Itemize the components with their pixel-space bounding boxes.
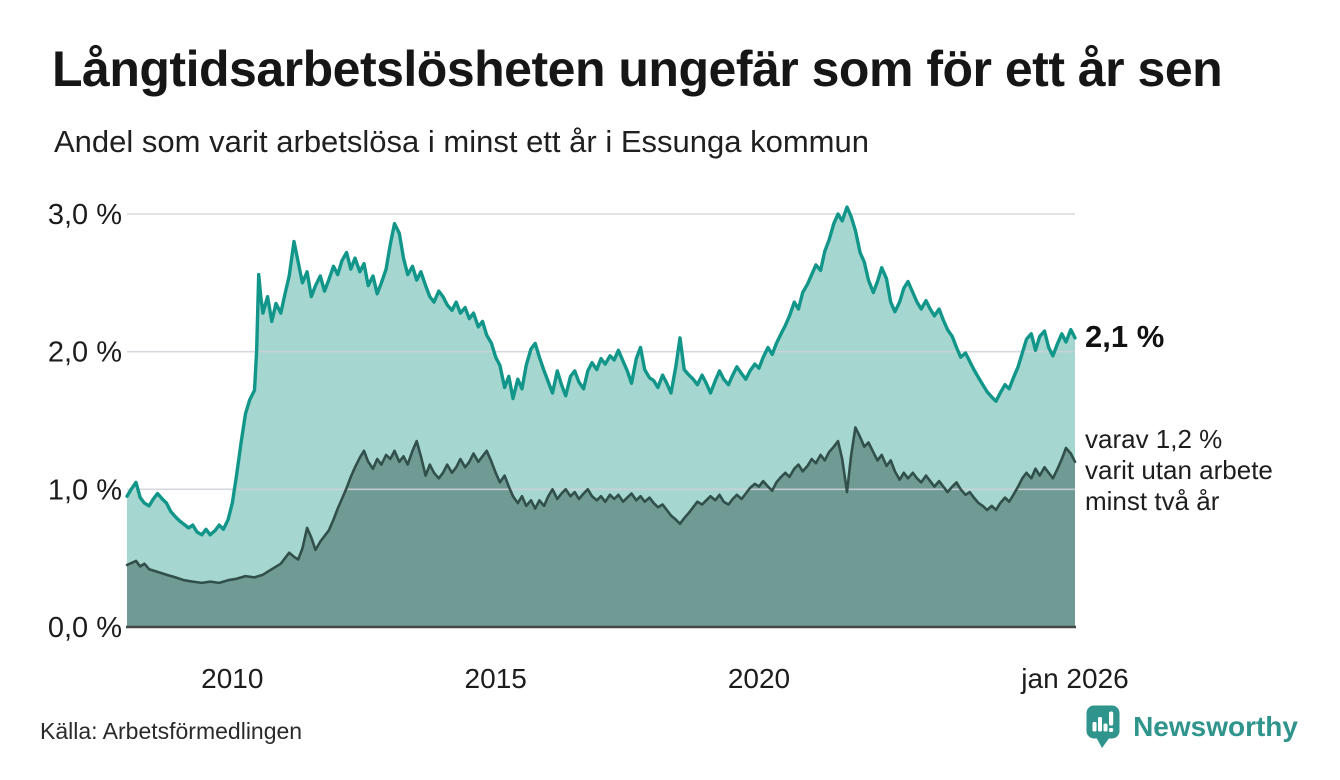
chart-subtitle: Andel som varit arbetslösa i minst ett å…	[54, 124, 869, 159]
x-tick-label: 2015	[465, 663, 527, 694]
line-minst-ett-ar	[125, 205, 1077, 537]
newsworthy-logo-icon	[1085, 704, 1122, 749]
y-tick-label: 0,0 %	[48, 612, 122, 644]
latest-value-label: 2,1 %	[1085, 319, 1165, 354]
secondary-value-label: varav 1,2 % varit utan arbete minst två …	[1085, 424, 1273, 516]
x-tick-label: 2010	[201, 663, 263, 694]
source-attribution: Källa: Arbetsförmedlingen	[40, 718, 303, 744]
page-title: Långtidsarbetslösheten ungefär som för e…	[52, 41, 1223, 97]
newsworthy-brand: Newsworthy	[1085, 704, 1298, 749]
y-tick-label: 2,0 %	[48, 337, 122, 369]
line-minst-tva-ar	[125, 426, 1077, 585]
x-tick-label: 2020	[728, 663, 790, 694]
area-minst-tva-ar	[127, 427, 1075, 627]
newsworthy-wordmark: Newsworthy	[1133, 710, 1298, 742]
x-tick-label: jan 2026	[1020, 663, 1128, 694]
y-tick-label: 3,0 %	[48, 199, 122, 231]
y-tick-label: 1,0 %	[48, 474, 122, 506]
